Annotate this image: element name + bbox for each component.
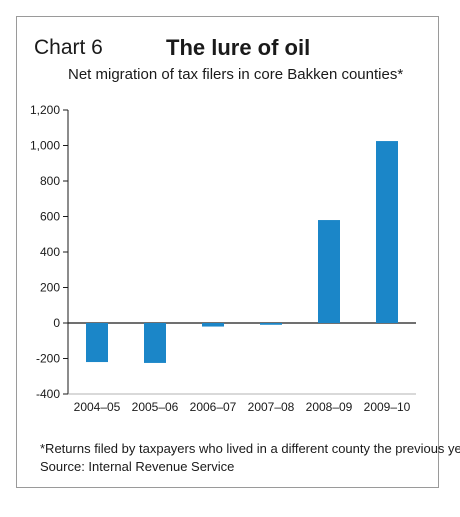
source-note: Source: Internal Revenue Service [40, 459, 235, 474]
x-tick-label: 2004–05 [74, 400, 121, 414]
y-tick-label: -400 [36, 387, 60, 401]
y-tick-label: 600 [40, 210, 60, 224]
y-tick-label: 800 [40, 174, 60, 188]
x-tick-label: 2007–08 [248, 400, 295, 414]
y-tick-label: -200 [36, 352, 60, 366]
x-tick-label: 2006–07 [190, 400, 237, 414]
bar-2005–06 [144, 323, 166, 363]
bar-2008–09 [318, 220, 340, 323]
chart-title: The lure of oil [166, 35, 311, 60]
chart-frame [16, 16, 439, 488]
y-tick-label: 1,000 [30, 139, 60, 153]
x-tick-label: 2008–09 [306, 400, 353, 414]
y-tick-label: 1,200 [30, 103, 60, 117]
x-tick-label: 2005–06 [132, 400, 179, 414]
chart-number: Chart 6 [34, 36, 103, 59]
chart-subtitle: Net migration of tax filers in core Bakk… [68, 66, 404, 83]
bar-2009–10 [376, 141, 398, 323]
y-tick-label: 400 [40, 245, 60, 259]
footnote: *Returns filed by taxpayers who lived in… [40, 441, 460, 456]
y-tick-label: 200 [40, 281, 60, 295]
bar-2006–07 [202, 323, 224, 327]
bar-2004–05 [86, 323, 108, 363]
y-tick-label: 0 [53, 316, 60, 330]
bar-2007–08 [260, 323, 282, 325]
x-tick-label: 2009–10 [364, 400, 411, 414]
